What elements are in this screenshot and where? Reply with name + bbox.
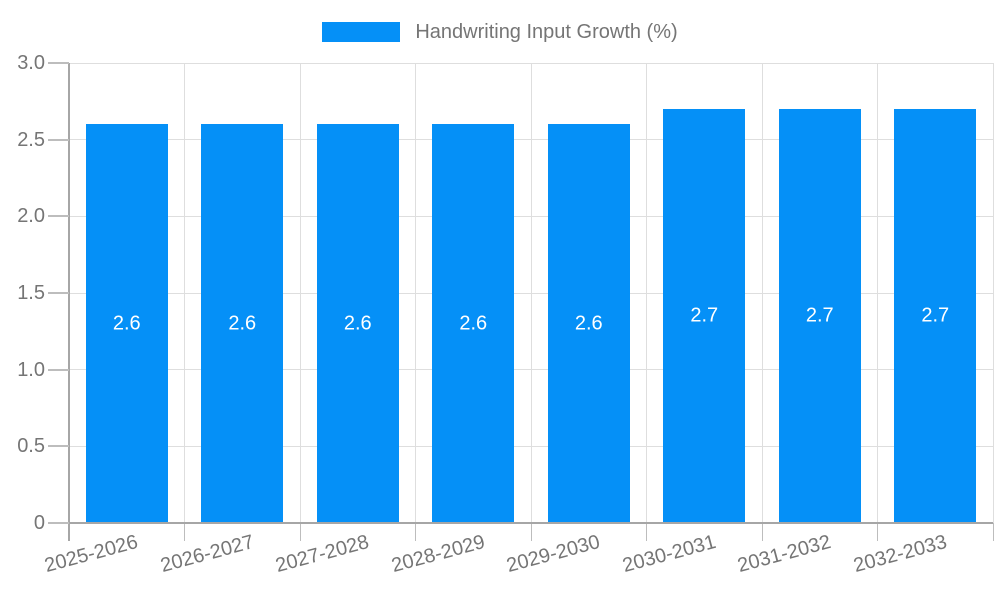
x-tick-label: 2027-2028: [273, 531, 372, 578]
y-tick-mark: [48, 215, 69, 218]
x-tick-label: 2030-2031: [619, 531, 718, 578]
bar-value-label: 2.7: [805, 304, 834, 327]
y-tick-label: 1.0: [17, 358, 45, 381]
x-tick-label: 2025-2026: [42, 531, 141, 578]
y-tick-mark: [48, 368, 69, 371]
x-tick-mark: [646, 523, 647, 541]
bar-value-label: 2.6: [343, 312, 372, 335]
x-tick-label: 2031-2032: [735, 531, 834, 578]
bar: 2.7: [663, 109, 746, 523]
h-gridline: [48, 139, 993, 141]
v-gridline: [761, 63, 763, 523]
x-tick-mark: [184, 523, 185, 541]
chart-title: Handwriting Input Growth (%): [415, 21, 678, 43]
x-tick-mark: [299, 523, 301, 541]
x-tick-mark: [877, 523, 878, 541]
bar-value-label: 2.6: [459, 312, 488, 335]
x-tick-label: 2026-2027: [157, 531, 256, 578]
bar: 2.6: [201, 124, 284, 523]
x-tick-mark: [530, 523, 532, 541]
h-gridline: [48, 62, 993, 64]
y-tick-mark: [48, 62, 69, 64]
bar: 2.6: [85, 124, 168, 523]
legend-swatch: [322, 22, 401, 42]
v-gridline: [299, 63, 301, 523]
bar-value-label: 2.6: [574, 312, 603, 335]
bar: 2.6: [547, 124, 630, 523]
v-gridline: [877, 63, 878, 523]
bar: 2.7: [894, 109, 977, 523]
x-tick-label: 2028-2029: [388, 531, 487, 578]
legend: Handwriting Input Growth (%): [0, 21, 1000, 43]
x-tick-label: 2032-2033: [850, 531, 949, 578]
y-tick-mark: [48, 445, 69, 448]
x-axis-line: [48, 522, 993, 524]
bar-value-label: 2.7: [690, 304, 719, 327]
y-tick-label: 3.0: [17, 52, 45, 74]
h-gridline: [48, 445, 993, 447]
y-axis-line: [68, 63, 70, 541]
bar: 2.6: [432, 124, 515, 523]
h-gridline: [48, 369, 993, 371]
v-gridline: [646, 63, 647, 523]
y-tick-label: 0: [33, 512, 45, 534]
y-tick-label: 0.5: [17, 435, 45, 458]
h-gridline: [48, 292, 993, 294]
x-tick-label: 2029-2030: [504, 531, 603, 578]
v-gridline: [415, 63, 416, 523]
y-tick-mark: [48, 138, 69, 141]
y-tick-label: 2.0: [17, 205, 45, 228]
v-gridline: [184, 63, 185, 523]
plot-area: 2.6 2.6 2.6 2.6 2.6 2.7 2.7 2.7: [48, 62, 994, 541]
v-gridline: [530, 63, 532, 523]
y-tick-label: 1.5: [17, 282, 45, 304]
x-tick-mark: [761, 523, 763, 541]
bar: 2.6: [316, 124, 399, 523]
v-gridline: [992, 63, 994, 523]
bar: 2.7: [778, 109, 861, 523]
x-tick-mark: [415, 523, 416, 541]
bar-value-label: 2.6: [112, 312, 141, 335]
y-tick-mark: [48, 292, 69, 294]
h-gridline: [48, 215, 993, 217]
y-tick-label: 2.5: [17, 128, 45, 151]
bar-value-label: 2.6: [228, 312, 257, 335]
bar-value-label: 2.7: [921, 304, 950, 327]
x-tick-mark: [992, 523, 994, 541]
y-tick-mark: [48, 522, 69, 524]
